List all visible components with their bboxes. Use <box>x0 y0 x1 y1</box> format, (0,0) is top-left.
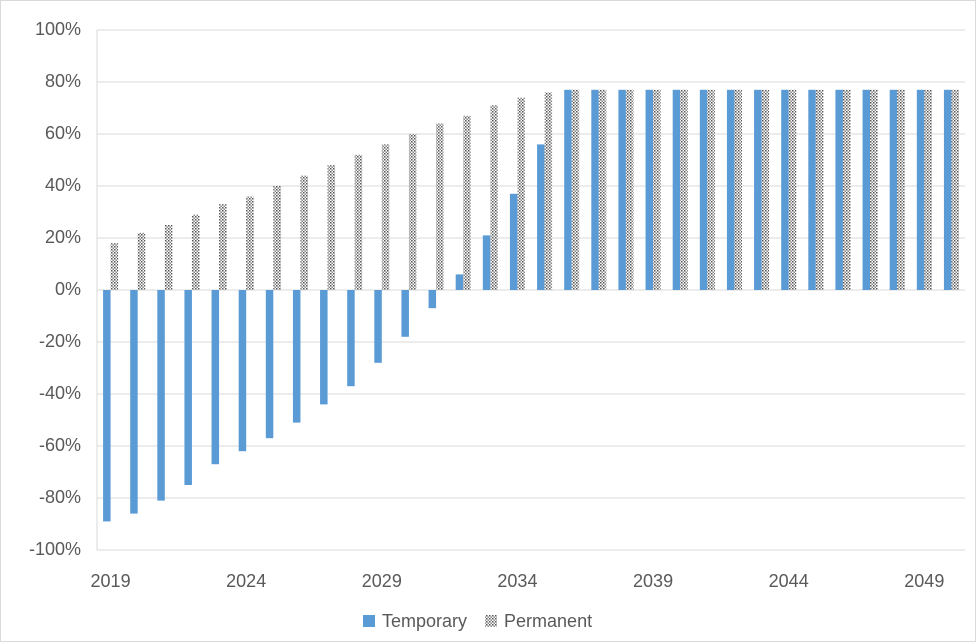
legend-swatch <box>485 615 498 627</box>
bar <box>842 89 851 290</box>
bar <box>320 290 328 405</box>
bar <box>300 175 308 290</box>
bar <box>815 89 824 290</box>
legend-swatch <box>363 615 375 627</box>
bar <box>265 290 274 439</box>
bar <box>219 204 227 290</box>
bar <box>754 89 762 290</box>
bar <box>645 89 654 290</box>
bar <box>354 154 363 290</box>
bar <box>862 89 871 290</box>
bar <box>490 105 498 291</box>
bar <box>707 89 715 290</box>
bar <box>537 144 545 290</box>
bar <box>564 89 572 290</box>
x-tick-label: 2044 <box>769 571 809 591</box>
x-tick-label: 2019 <box>91 571 131 591</box>
bar <box>463 115 471 290</box>
y-tick-label: -60% <box>39 435 81 455</box>
bar <box>625 89 634 290</box>
y-tick-label: 80% <box>45 71 81 91</box>
bar <box>788 89 797 290</box>
x-tick-label: 2034 <box>497 571 537 591</box>
bar <box>618 89 626 290</box>
bar <box>374 290 382 363</box>
bar <box>591 89 599 290</box>
bar <box>726 89 735 290</box>
bar <box>130 290 138 514</box>
bar <box>680 89 688 290</box>
bar <box>246 196 254 290</box>
y-tick-label: -20% <box>39 331 81 351</box>
y-tick-label: 100% <box>35 19 81 39</box>
bar <box>544 92 553 291</box>
bar <box>455 274 464 290</box>
bar <box>509 193 518 290</box>
bar <box>110 243 119 290</box>
bar <box>408 134 417 290</box>
bar <box>482 235 491 290</box>
bar <box>273 186 281 290</box>
bar <box>517 97 525 290</box>
bar <box>571 89 580 290</box>
y-tick-label: -40% <box>39 383 81 403</box>
y-tick-label: -80% <box>39 487 81 507</box>
bar <box>428 290 437 309</box>
bar <box>184 290 192 485</box>
y-tick-label: -100% <box>29 539 81 559</box>
y-tick-label: 0% <box>55 279 81 299</box>
bar <box>781 89 789 290</box>
bar <box>699 89 708 290</box>
bar <box>401 290 409 337</box>
x-tick-label: 2039 <box>633 571 673 591</box>
bar <box>292 290 301 423</box>
y-tick-label: 60% <box>45 123 81 143</box>
bar <box>598 89 607 290</box>
bar <box>327 165 336 290</box>
bar <box>889 89 898 290</box>
x-tick-label: 2049 <box>904 571 944 591</box>
bar <box>761 89 770 290</box>
bar <box>653 89 661 290</box>
bar <box>916 89 925 290</box>
bar <box>137 232 146 290</box>
x-tick-label: 2024 <box>226 571 266 591</box>
bar <box>238 290 247 452</box>
bar <box>103 290 111 522</box>
bar <box>808 89 816 290</box>
bar <box>164 225 173 290</box>
bar <box>672 89 681 290</box>
bar <box>157 290 165 501</box>
bar <box>924 89 932 290</box>
bar <box>943 89 952 290</box>
bar <box>381 144 390 290</box>
legend-label: Permanent <box>504 611 592 631</box>
bar <box>951 89 959 290</box>
y-tick-label: 40% <box>45 175 81 195</box>
x-tick-label: 2029 <box>362 571 402 591</box>
y-tick-label: 20% <box>45 227 81 247</box>
bar <box>436 123 444 290</box>
bar <box>835 89 843 290</box>
bar <box>897 89 905 290</box>
bar <box>870 89 878 290</box>
bar <box>191 214 200 290</box>
bar <box>734 89 742 290</box>
legend-label: Temporary <box>382 611 467 631</box>
bar <box>211 290 220 465</box>
bar <box>347 290 355 387</box>
